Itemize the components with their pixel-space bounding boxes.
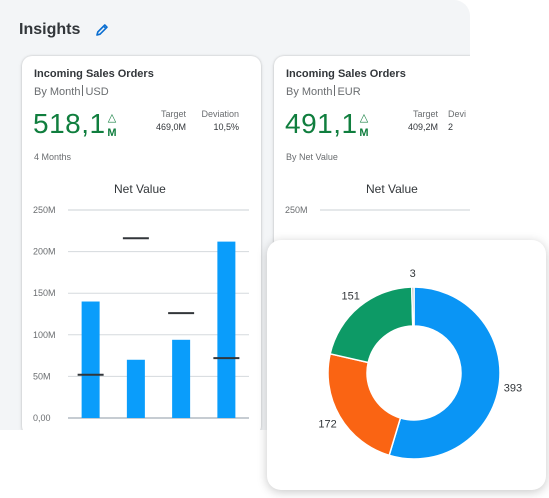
kpi-value: 518,1 xyxy=(33,108,106,139)
kpi-indicator: △ M xyxy=(357,112,371,140)
y-tick-label: 0,00 xyxy=(33,413,51,423)
target-label: Target xyxy=(412,109,438,119)
target-label: Target xyxy=(160,109,186,119)
donut-chart-card[interactable]: 393 172 151 3 xyxy=(267,240,546,490)
target-block: Target 469,0M xyxy=(146,108,186,134)
deviation-label: Devi xyxy=(448,109,467,119)
target-block: Target 409,2M xyxy=(398,108,438,134)
deviation-value: 10,5% xyxy=(213,122,239,132)
card-footer: By Net Value xyxy=(286,152,338,162)
bar[interactable] xyxy=(172,339,191,418)
kpi-unit: M xyxy=(359,127,369,139)
card-subtitle: By Month EUR xyxy=(286,85,361,98)
y-tick-label: 250M xyxy=(33,205,56,215)
donut-slice[interactable] xyxy=(388,286,501,460)
trend-up-icon: △ xyxy=(107,112,117,124)
y-tick-label: 250M xyxy=(285,205,308,215)
bar[interactable] xyxy=(217,241,236,418)
donut-slice[interactable] xyxy=(327,352,402,457)
bar-chart-net-value: 250M 200M 150M 100M 50M 0,00 xyxy=(33,205,249,423)
target-value: 469,0M xyxy=(155,122,186,132)
donut-slice-label: 151 xyxy=(341,291,359,303)
subtitle-dimension: By Month xyxy=(286,86,333,98)
donut-chart: 393 172 151 3 xyxy=(318,268,522,460)
donut-slice-label: 393 xyxy=(504,383,522,395)
subtitle-currency: EUR xyxy=(337,86,361,98)
y-tick-label: 100M xyxy=(33,330,56,340)
insights-panel: Insights Incoming Sales Orders By Month U… xyxy=(0,0,470,430)
card-title: Incoming Sales Orders xyxy=(34,68,154,80)
deviation-block: Deviation 10,5% xyxy=(192,108,239,134)
deviation-value: 2 xyxy=(448,122,454,132)
card-subtitle: By Month USD xyxy=(34,85,109,98)
panel-title: Insights xyxy=(19,21,81,38)
subtitle-dimension: By Month xyxy=(34,86,81,98)
trend-up-icon: △ xyxy=(359,112,369,124)
kpi-value: 491,1 xyxy=(285,108,358,139)
deviation-block: Devi 2 xyxy=(448,108,470,134)
target-value: 409,2M xyxy=(407,122,438,132)
pencil-icon[interactable] xyxy=(94,22,110,38)
bar[interactable] xyxy=(81,301,100,418)
y-tick-label: 50M xyxy=(33,371,51,381)
subtitle-separator xyxy=(82,85,84,96)
donut-slice-label: 172 xyxy=(318,418,336,430)
kpi-unit: M xyxy=(107,127,117,139)
subtitle-currency: USD xyxy=(85,86,109,98)
deviation-label: Deviation xyxy=(201,109,239,119)
chart-title: Net Value xyxy=(366,182,418,196)
chart-title: Net Value xyxy=(114,182,166,196)
bar[interactable] xyxy=(126,359,145,418)
donut-slice[interactable] xyxy=(410,286,415,327)
y-tick-label: 150M xyxy=(33,288,56,298)
panel-header: Insights xyxy=(19,21,110,39)
donut-slice-label: 3 xyxy=(410,268,416,280)
card-title: Incoming Sales Orders xyxy=(286,68,406,80)
card-footer: 4 Months xyxy=(34,152,72,162)
y-tick-label: 200M xyxy=(33,247,56,257)
kpi-indicator: △ M xyxy=(105,112,119,140)
sales-orders-card-usd[interactable]: Incoming Sales Orders By Month USD 518,1 … xyxy=(22,56,261,430)
subtitle-separator xyxy=(334,85,336,96)
